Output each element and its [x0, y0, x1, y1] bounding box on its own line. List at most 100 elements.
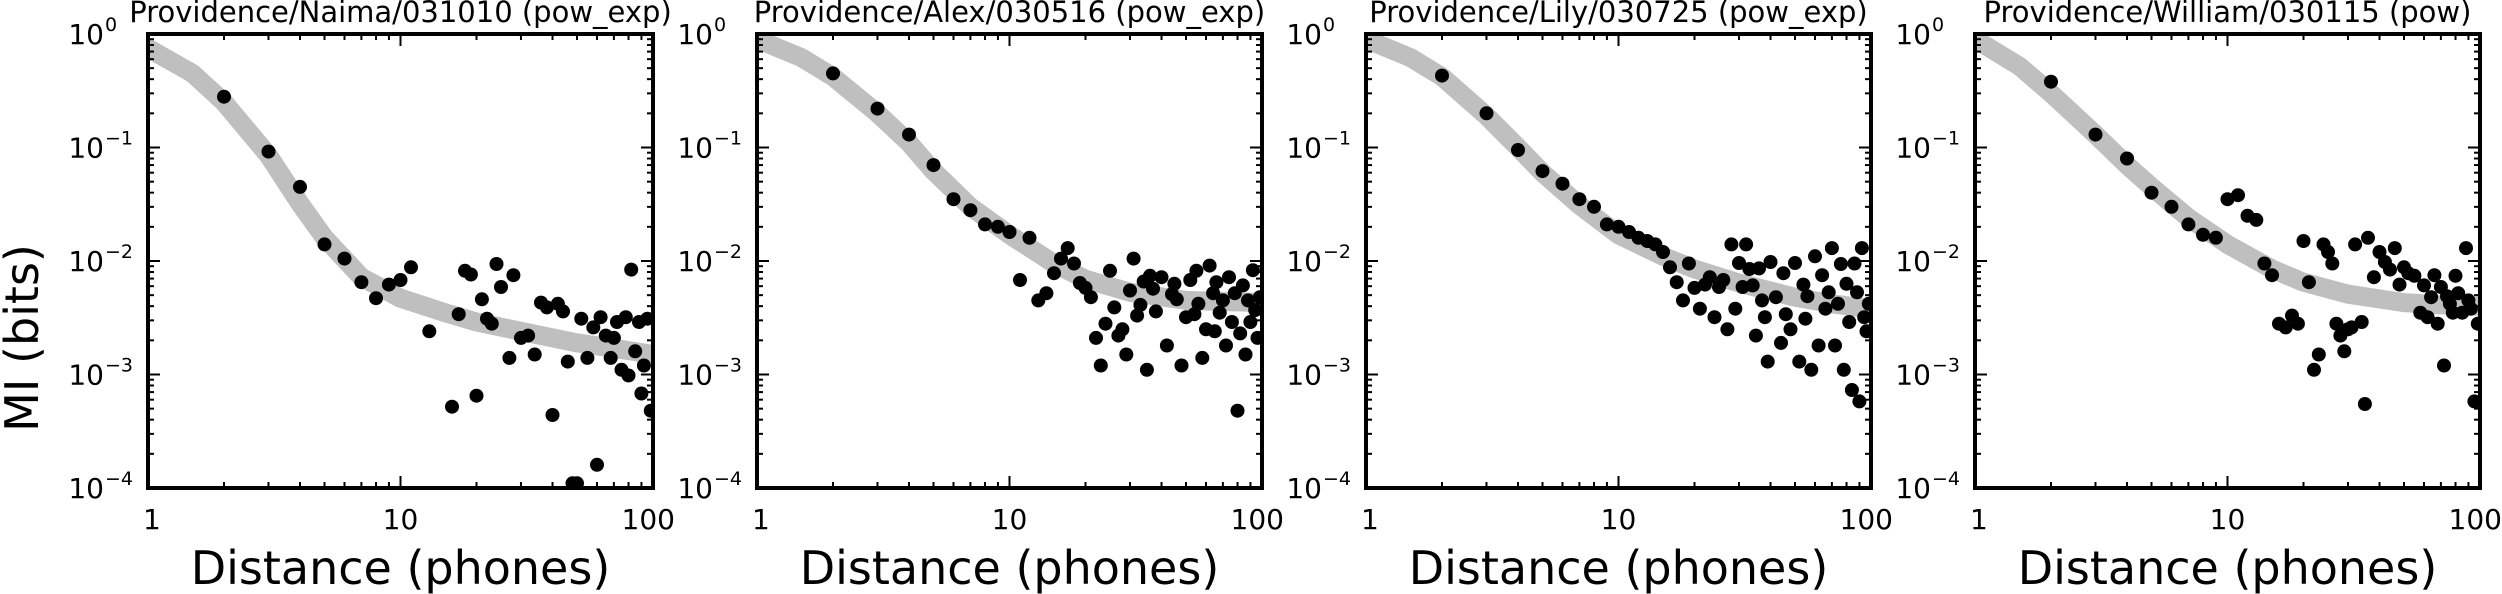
y-tick-label-exponent: −3: [1932, 355, 1960, 377]
y-tick-label-exponent: −3: [105, 355, 133, 377]
y-tick-label-exponent: −4: [1323, 468, 1351, 490]
data-point: [593, 310, 608, 325]
data-point: [1798, 311, 1813, 326]
data-point: [1796, 277, 1811, 292]
data-point: [1811, 338, 1826, 353]
y-tick-label-exponent: −4: [1932, 468, 1960, 490]
data-point: [1054, 251, 1068, 266]
data-point: [2387, 241, 2402, 256]
x-axis-label: Distance (phones): [1409, 541, 1829, 594]
data-point: [1572, 192, 1587, 207]
chart-title: Providence/Alex/030516 (pow_exp): [754, 0, 1265, 29]
data-point: [1752, 261, 1766, 276]
data-point: [1800, 289, 1815, 304]
data-point: [1669, 275, 1684, 290]
data-point: [1831, 296, 1845, 311]
data-point: [1060, 241, 1075, 256]
data-point: [978, 217, 992, 232]
ticks: [1974, 34, 2480, 489]
data-point: [1776, 266, 1791, 281]
data-point: [1133, 297, 1148, 312]
data-point: [1702, 270, 1717, 285]
data-point: [1760, 354, 1775, 369]
y-tick-label-exponent: −1: [105, 128, 133, 150]
data-point: [2301, 275, 2316, 290]
data-point: [1755, 293, 1769, 308]
x-tick-label: 10: [992, 503, 1028, 536]
data-point: [2417, 278, 2431, 293]
x-axis-label: Distance (phones): [800, 541, 1220, 594]
y-tick-label-exponent: −1: [1323, 128, 1351, 150]
data-point: [1821, 285, 1836, 300]
chart-title: Providence/William/030115 (pow): [1984, 0, 2472, 29]
data-point: [381, 277, 396, 292]
data-point: [2321, 245, 2335, 259]
data-point: [1219, 338, 1233, 353]
fit-curve: [1366, 34, 1871, 319]
data-point: [1732, 256, 1746, 270]
data-point: [1083, 290, 1098, 305]
data-point: [1839, 276, 1854, 291]
data-point: [634, 386, 649, 401]
data-point: [963, 203, 978, 218]
x-tick-label: 100: [1231, 503, 1284, 536]
data-point: [2361, 230, 2375, 245]
data-point: [1748, 328, 1763, 343]
data-point: [337, 251, 352, 266]
data-point: [451, 307, 466, 322]
y-tick-label: 10: [1286, 18, 1322, 51]
data-point: [1716, 273, 1731, 287]
data-point: [2451, 286, 2466, 301]
data-point: [521, 328, 536, 343]
y-tick-label-exponent: 0: [714, 14, 726, 36]
data-point: [445, 399, 459, 414]
data-point: [643, 403, 653, 418]
data-point: [1067, 256, 1081, 271]
fit-curve: [148, 38, 653, 364]
data-point: [1169, 292, 1184, 307]
data-point: [1676, 293, 1690, 308]
data-point: [1828, 338, 1842, 353]
data-point: [1720, 322, 1735, 337]
ticks: [756, 34, 1262, 489]
data-point: [1852, 394, 1867, 409]
data-point: [1103, 263, 1117, 278]
axes-frame: [755, 32, 1264, 490]
data-point: [317, 237, 332, 252]
data-point: [1818, 301, 1833, 316]
y-tick-label: 10: [1895, 18, 1931, 51]
data-point: [560, 354, 575, 369]
data-point: [1212, 305, 1227, 320]
data-point: [1209, 275, 1224, 290]
data-point: [1687, 280, 1702, 295]
y-tick-label: 10: [677, 132, 713, 165]
y-tick-label-exponent: −1: [1932, 128, 1960, 150]
data-point: [1230, 403, 1245, 418]
data-point: [2208, 230, 2223, 245]
data-point: [527, 347, 542, 362]
data-point: [826, 66, 840, 81]
x-tick-label: 10: [383, 503, 419, 536]
data-point: [1842, 315, 1857, 329]
data-point: [590, 457, 604, 472]
data-point: [1745, 278, 1760, 293]
ticks: [147, 34, 653, 489]
data-point: [1728, 301, 1743, 316]
data-point: [1599, 217, 1614, 232]
data-point: [1792, 354, 1807, 369]
data-point: [1663, 260, 1677, 275]
data-point: [1833, 257, 1848, 271]
y-tick-label: 10: [68, 359, 104, 392]
data-point: [1555, 176, 1570, 191]
data-point: [2311, 347, 2326, 362]
data-point: [502, 350, 517, 365]
data-point: [574, 311, 589, 326]
data-point: [404, 260, 418, 275]
data-point: [1778, 307, 1793, 322]
data-point: [217, 89, 231, 104]
data-point: [1195, 350, 1210, 365]
data-point: [1724, 237, 1739, 252]
x-tick-label: 100: [1840, 503, 1893, 536]
data-point: [556, 304, 570, 319]
data-point: [1824, 241, 1839, 256]
